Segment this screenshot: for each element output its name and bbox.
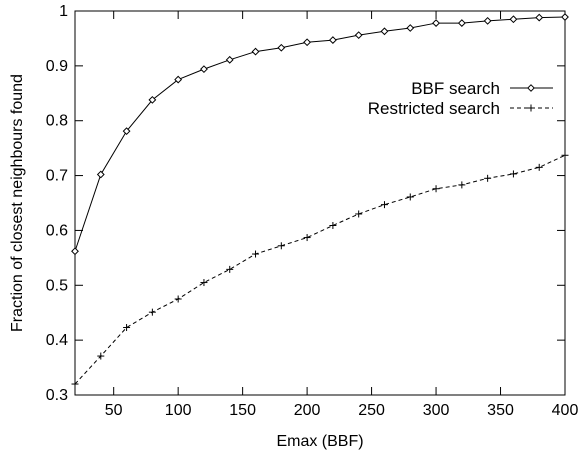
data-point — [328, 36, 337, 44]
data-point — [277, 43, 286, 52]
x-tick-label: 150 — [229, 402, 256, 419]
y-tick-label: 0.6 — [46, 222, 68, 239]
data-point — [251, 47, 260, 56]
data-point — [174, 75, 183, 84]
axis-tick-labels: 50 100 150 200 250 300 350 400 0.3 0.4 0.5 0.6 0.7 0.… — [46, 3, 579, 419]
y-tick-label: 1 — [59, 3, 68, 20]
data-point — [354, 31, 363, 40]
x-tick-label: 100 — [165, 402, 192, 419]
y-tick-label: 0.8 — [46, 113, 68, 130]
y-tick-label: 0.9 — [46, 58, 68, 75]
y-tick-label: 0.7 — [46, 168, 68, 185]
x-tick-label: 350 — [487, 402, 514, 419]
data-point — [561, 151, 569, 159]
data-point — [97, 352, 105, 360]
y-tick-label: 0.3 — [46, 387, 68, 404]
legend-label: BBF search — [411, 79, 500, 98]
data-point — [432, 19, 440, 27]
data-point — [509, 15, 518, 24]
series-restricted-search — [71, 151, 569, 388]
x-tick-label: 200 — [294, 402, 321, 419]
y-tick-label: 0.5 — [46, 277, 68, 294]
series-layer — [71, 13, 569, 388]
x-tick-label: 250 — [358, 402, 385, 419]
data-point — [355, 210, 363, 218]
plot-frame — [74, 10, 566, 396]
y-tick-label: 0.4 — [46, 332, 68, 349]
data-point — [174, 295, 182, 303]
series-line — [74, 154, 566, 385]
data-point — [329, 221, 337, 229]
data-point — [457, 19, 466, 27]
series-line — [74, 16, 566, 252]
legend-marker — [527, 84, 535, 92]
data-point — [226, 265, 234, 273]
x-tick-label: 300 — [423, 402, 450, 419]
data-point — [96, 170, 105, 179]
data-point — [200, 279, 208, 287]
data-point — [561, 13, 569, 21]
data-point — [483, 16, 492, 25]
data-point — [458, 181, 466, 189]
data-point — [380, 27, 389, 36]
x-tick-label: 50 — [105, 402, 123, 419]
y-axis-label: Fraction of closest neighbours found — [9, 74, 26, 332]
data-point — [148, 95, 157, 104]
data-point — [225, 55, 234, 64]
data-point — [122, 127, 131, 136]
data-point — [484, 174, 492, 182]
data-point — [277, 242, 285, 250]
data-point — [432, 185, 440, 193]
series-bbf-search — [71, 13, 569, 256]
x-axis-label: Emax (BBF) — [276, 433, 363, 450]
data-point — [148, 308, 156, 316]
data-point — [535, 163, 543, 171]
data-point — [406, 193, 414, 201]
data-point — [406, 24, 415, 32]
data-point — [200, 65, 208, 74]
legend-label: Restricted search — [368, 99, 500, 118]
plot-border — [74, 10, 566, 396]
legend-marker — [527, 104, 535, 112]
data-point — [123, 324, 131, 332]
data-point — [71, 380, 79, 388]
data-point — [303, 38, 312, 47]
x-tick-label: 400 — [552, 402, 579, 419]
data-point — [71, 247, 79, 256]
axis-ticks — [75, 10, 566, 396]
data-point — [252, 250, 260, 258]
data-point — [303, 234, 311, 242]
data-point — [509, 170, 517, 178]
data-point — [380, 201, 388, 209]
data-point — [535, 13, 544, 22]
